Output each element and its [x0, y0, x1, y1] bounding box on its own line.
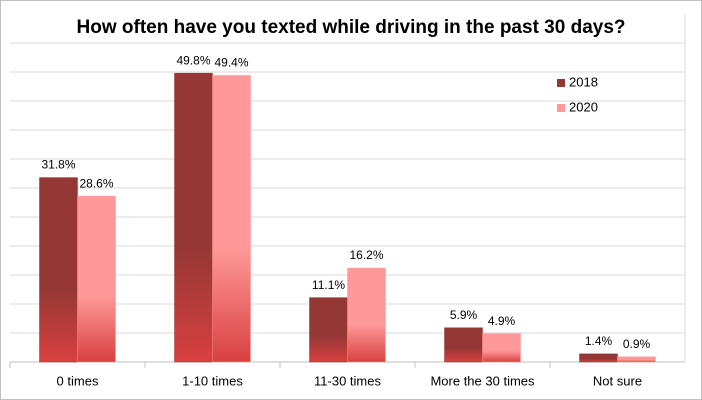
x-tick-label: 1-10 times [182, 373, 243, 388]
x-tick-label: 11-30 times [314, 373, 381, 388]
x-tick-label: Not sure [593, 373, 642, 388]
data-label: 16.2% [349, 248, 383, 262]
x-tick-label: 0 times [57, 373, 99, 388]
data-label: 28.6% [79, 176, 113, 190]
bar [212, 75, 251, 363]
x-tick-label: More the 30 times [430, 373, 535, 388]
data-label: 1.4% [585, 334, 613, 348]
bar [174, 72, 213, 363]
data-label: 49.4% [214, 56, 248, 70]
data-label: 11.1% [312, 278, 345, 292]
data-label: 5.9% [450, 308, 478, 322]
bar [309, 297, 348, 363]
bar [39, 177, 78, 363]
legend-label: 2020 [569, 99, 598, 114]
bar [444, 327, 483, 363]
bar [579, 353, 618, 363]
bar [617, 356, 656, 363]
bar [347, 267, 386, 363]
legend-label: 2018 [569, 74, 598, 89]
data-label: 4.9% [488, 314, 516, 328]
bar [77, 195, 116, 363]
chart-title: How often have you texted while driving … [77, 17, 626, 38]
legend-swatch [557, 79, 565, 87]
bar [482, 333, 521, 363]
data-label: 31.8% [41, 158, 75, 172]
data-label: 49.8% [176, 53, 210, 67]
legend-swatch [557, 104, 565, 112]
data-label: 0.9% [623, 337, 651, 351]
